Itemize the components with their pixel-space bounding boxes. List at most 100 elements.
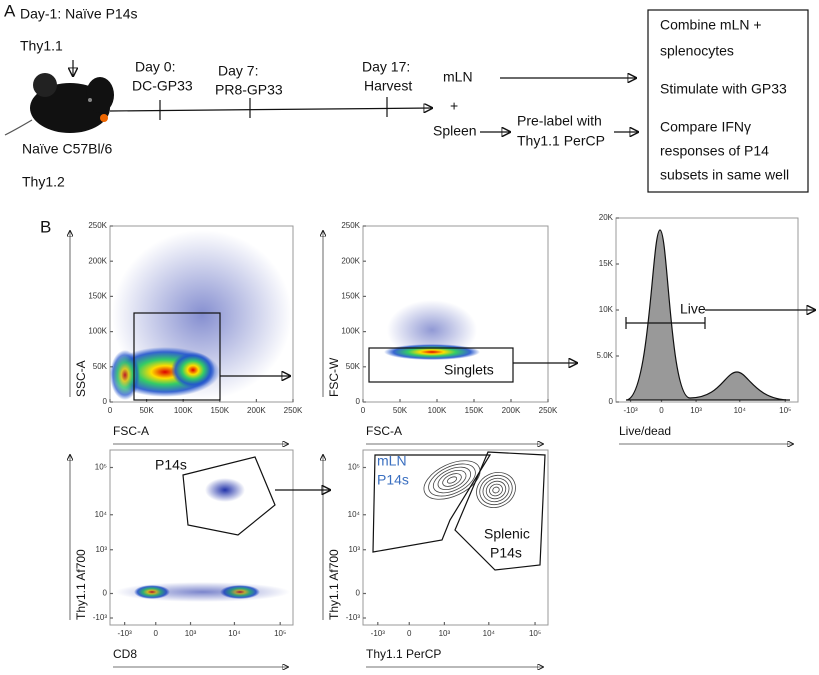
y-tick-label: 250K <box>88 221 107 230</box>
histogram <box>625 229 791 401</box>
contour <box>432 466 472 494</box>
y-tick-label: 150K <box>88 292 107 301</box>
label: Day 17: <box>362 59 410 75</box>
timeline <box>109 108 432 111</box>
x-tick-label: 10⁵ <box>779 406 791 415</box>
x-tick-label: 0 <box>361 406 366 415</box>
y-tick-label: 20K <box>599 213 614 222</box>
x-tick-label: 10³ <box>439 629 451 638</box>
y-tick-label: 0 <box>103 397 108 406</box>
contour <box>476 472 516 508</box>
gate <box>454 451 546 571</box>
y-axis-label: Thy1.1 Af700 <box>74 549 88 620</box>
gate <box>133 312 221 401</box>
gate-label: Splenic <box>484 526 530 542</box>
contour <box>423 460 481 500</box>
y-tick-label: 150K <box>341 292 360 301</box>
contour <box>442 473 462 487</box>
x-tick-label: 100K <box>428 406 447 415</box>
x-tick-label: 10⁴ <box>734 406 747 415</box>
x-tick-label: 10⁴ <box>483 629 496 638</box>
density <box>205 478 245 502</box>
density <box>110 350 140 400</box>
gate <box>182 456 276 536</box>
y-axis-label: Thy1.1 Af700 <box>327 549 341 620</box>
x-tick-label: 150K <box>465 406 484 415</box>
label: Thy1.1 PerCP <box>517 133 605 149</box>
gate-label: P14s <box>490 545 522 561</box>
plot-frame <box>362 449 549 626</box>
scatter-band <box>115 582 290 602</box>
contour <box>492 486 500 494</box>
label: Day 7: <box>218 63 258 79</box>
y-tick-label: 0 <box>356 589 361 598</box>
x-axis-label: CD8 <box>113 647 137 661</box>
x-tick-label: 10⁴ <box>228 629 241 638</box>
mouse <box>4 73 114 136</box>
y-tick-label: 0 <box>609 397 614 406</box>
y-tick-label: 200K <box>341 256 360 265</box>
label: Spleen <box>433 123 477 139</box>
contour <box>437 469 467 491</box>
y-tick-label: 10³ <box>348 545 360 554</box>
x-axis-label: Thy1.1 PerCP <box>366 647 441 661</box>
x-tick-label: 10⁵ <box>529 629 541 638</box>
x-tick-label: 200K <box>502 406 521 415</box>
y-tick-label: 10⁵ <box>348 463 360 472</box>
x-tick-label: -10³ <box>623 406 638 415</box>
y-tick-label: 200K <box>88 256 107 265</box>
y-tick-label: 10K <box>599 305 614 314</box>
label: Day-1: Naïve P14s <box>20 6 138 22</box>
y-tick-label: 10⁴ <box>95 510 108 519</box>
x-tick-label: 100K <box>174 406 193 415</box>
gate-label: mLN <box>377 453 407 469</box>
x-tick-label: 0 <box>407 629 412 638</box>
gate-label: Live <box>680 301 706 317</box>
gate-label: P14s <box>377 472 409 488</box>
plot-frame <box>362 225 549 403</box>
y-tick-label: 100K <box>341 327 360 336</box>
density <box>384 344 480 360</box>
x-tick-label: 50K <box>139 406 154 415</box>
contour <box>482 477 510 503</box>
label: PR8-GP33 <box>215 82 283 98</box>
x-tick-label: 10³ <box>690 406 702 415</box>
y-tick-label: 15K <box>599 259 614 268</box>
x-tick-label: 0 <box>108 406 113 415</box>
x-axis-label: Live/dead <box>619 424 671 438</box>
label: + <box>450 98 458 114</box>
label: mLN <box>443 69 473 85</box>
y-tick-label: 50K <box>93 362 108 371</box>
x-tick-label: -10³ <box>371 629 386 638</box>
x-tick-label: 150K <box>210 406 229 415</box>
label: DC-GP33 <box>132 78 193 94</box>
label: Thy1.2 <box>22 174 65 190</box>
y-tick-label: 5.0K <box>597 351 614 360</box>
y-tick-label: -10³ <box>93 613 108 622</box>
x-axis-label: FSC-A <box>366 424 402 438</box>
gate <box>372 454 492 553</box>
contour <box>479 474 513 506</box>
panel-label: A <box>4 1 16 20</box>
label: Thy1.1 <box>20 38 63 54</box>
gate-label: P14s <box>155 457 187 473</box>
label: Day 0: <box>135 59 175 75</box>
x-tick-label: -10³ <box>118 629 133 638</box>
density <box>171 352 215 388</box>
box-text: subsets in same well <box>660 167 789 183</box>
label: Pre-label with <box>517 113 602 129</box>
y-tick-label: 250K <box>341 221 360 230</box>
y-tick-label: 10⁵ <box>95 463 107 472</box>
box-text: Stimulate with GP33 <box>660 81 787 97</box>
x-axis-label: FSC-A <box>113 424 149 438</box>
contour <box>485 480 507 500</box>
box-text: responses of P14 <box>660 143 769 159</box>
contour <box>489 483 503 497</box>
gate-label: Singlets <box>444 362 494 378</box>
y-tick-label: 50K <box>346 362 361 371</box>
x-tick-label: 250K <box>284 406 303 415</box>
y-axis-label: FSC-W <box>327 357 341 397</box>
y-tick-label: 0 <box>356 397 361 406</box>
y-axis-label: SSC-A <box>74 360 88 397</box>
